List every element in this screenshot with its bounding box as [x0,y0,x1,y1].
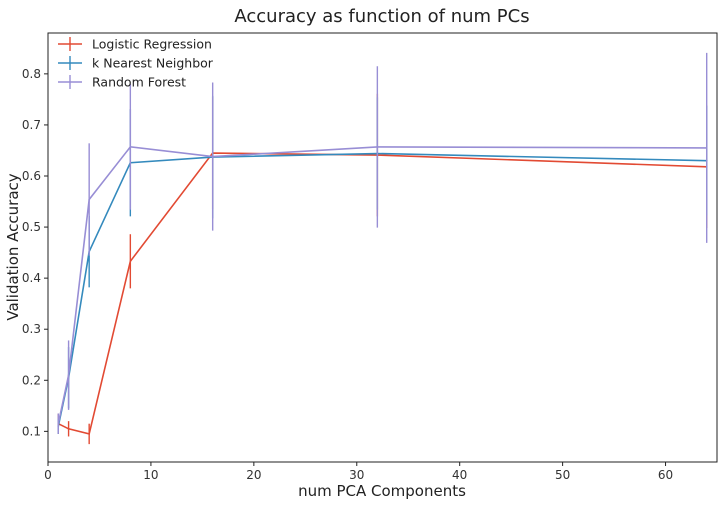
data-point [88,433,90,435]
legend-label: Logistic Regression [92,37,212,52]
data-point [129,146,132,148]
series-layer [57,52,708,445]
y-axis-label: Validation Accuracy [4,173,22,320]
y-tick-label: 0.6 [22,169,41,183]
x-tick-label: 20 [246,468,261,482]
y-tick-label: 0.3 [22,322,41,336]
data-point [88,198,90,201]
legend-label: Random Forest [92,75,186,90]
legend-label: k Nearest Neighbor [92,56,214,71]
data-point [705,147,708,149]
x-tick-label: 50 [555,468,570,482]
y-tick-label: 0.1 [22,424,41,438]
y-tick-label: 0.5 [22,220,41,234]
data-point [129,260,132,263]
y-tick-label: 0.2 [22,373,41,387]
legend: Logistic Regression k Nearest Neighbor Ran… [58,37,214,90]
y-ticks: 0.1 0.2 0.3 0.4 0.5 0.6 0.7 0.8 [22,67,48,438]
y-tick-label: 0.4 [22,271,41,285]
chart-title: Accuracy as function of num PCs [234,6,529,27]
data-point [376,146,379,148]
series-2 [57,52,708,434]
x-tick-label: 0 [44,468,52,482]
x-tick-label: 10 [143,468,158,482]
x-ticks: 0 10 20 30 40 50 60 [44,462,673,482]
x-tick-label: 30 [349,468,364,482]
data-point [57,422,60,425]
data-point [67,428,70,430]
data-point [67,374,70,376]
x-tick-label: 40 [452,468,467,482]
data-point [211,155,214,158]
y-tick-label: 0.7 [22,118,41,132]
y-tick-label: 0.8 [22,67,41,81]
x-axis-label: num PCA Components [298,482,466,500]
x-tick-label: 60 [658,468,673,482]
plot-area [47,32,718,463]
